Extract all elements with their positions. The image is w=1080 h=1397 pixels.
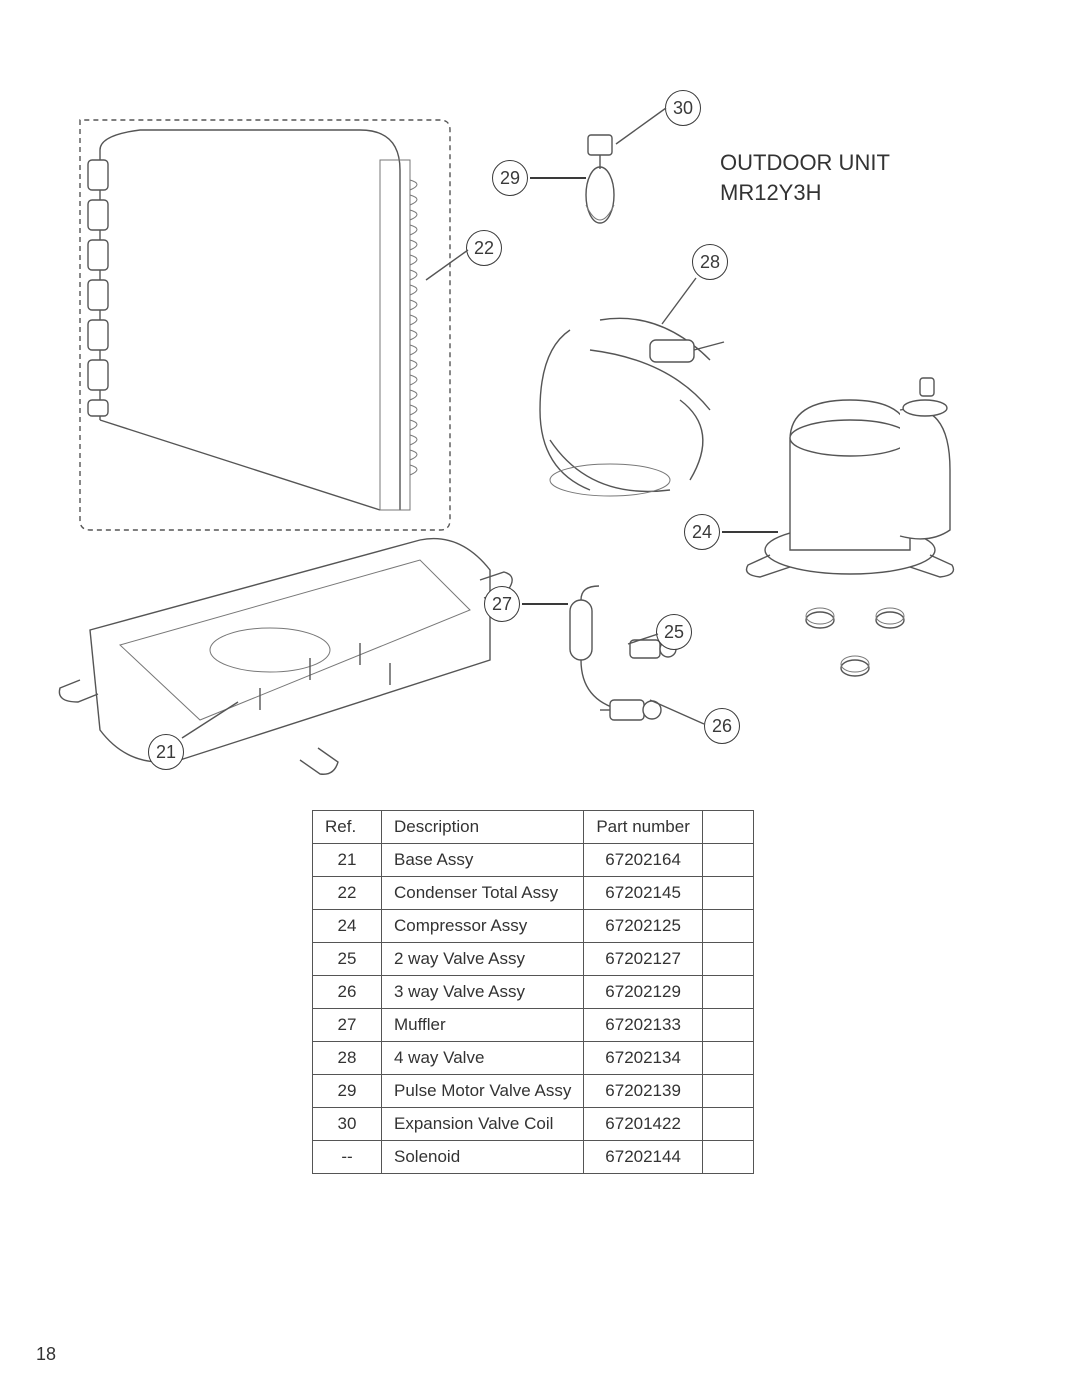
leader-22	[424, 250, 470, 284]
table-row: 27Muffler67202133	[313, 1009, 754, 1042]
table-row: 263 way Valve Assy67202129	[313, 976, 754, 1009]
col-ref: Ref.	[313, 811, 382, 844]
col-blank	[702, 811, 753, 844]
leader-26	[648, 700, 706, 728]
leader-21	[182, 700, 242, 740]
table-row: --Solenoid67202144	[313, 1141, 754, 1174]
table-row: 22Condenser Total Assy67202145	[313, 877, 754, 910]
parts-table: Ref. Description Part number 21Base Assy…	[312, 810, 754, 1174]
leader-28	[660, 278, 700, 328]
table-row: 30Expansion Valve Coil67201422	[313, 1108, 754, 1141]
exploded-diagram	[60, 80, 1020, 780]
leader-30	[612, 108, 668, 148]
table-row: 21Base Assy67202164	[313, 844, 754, 877]
page-number: 18	[36, 1344, 56, 1365]
table-row: 29Pulse Motor Valve Assy67202139	[313, 1075, 754, 1108]
parts-table-body: 21Base Assy67202164 22Condenser Total As…	[313, 844, 754, 1174]
table-row: 284 way Valve67202134	[313, 1042, 754, 1075]
page: OUTDOOR UNIT MR12Y3H	[0, 0, 1080, 1397]
col-pn: Part number	[584, 811, 703, 844]
table-header-row: Ref. Description Part number	[313, 811, 754, 844]
leader-25	[628, 634, 660, 648]
col-desc: Description	[382, 811, 584, 844]
table-row: 252 way Valve Assy67202127	[313, 943, 754, 976]
table-row: 24Compressor Assy67202125	[313, 910, 754, 943]
